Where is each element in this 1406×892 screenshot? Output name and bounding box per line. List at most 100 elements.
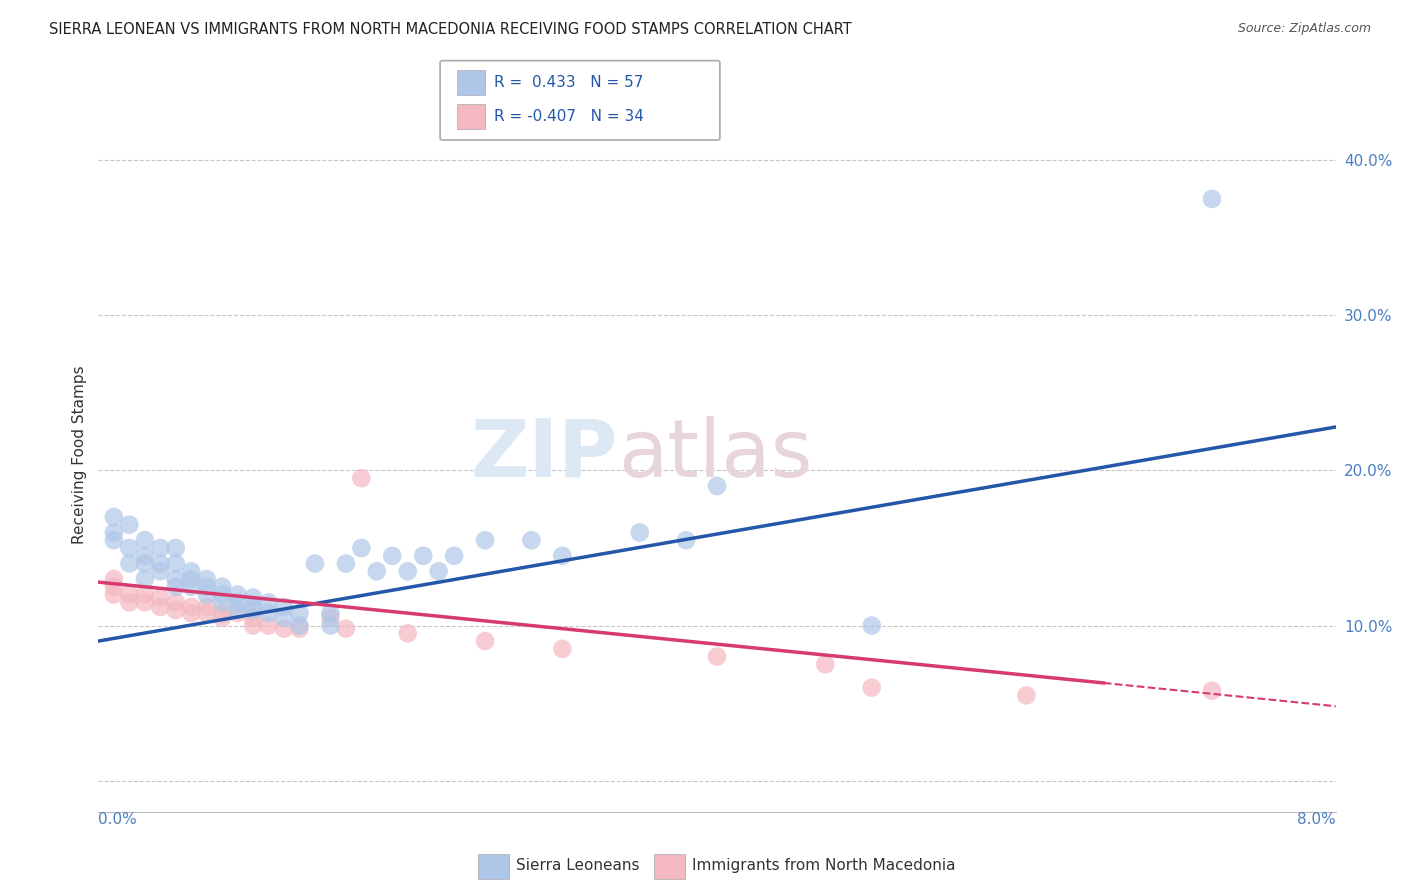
Point <box>520 533 543 548</box>
Point <box>103 510 125 524</box>
Point <box>628 525 651 540</box>
Text: Sierra Leoneans: Sierra Leoneans <box>516 858 640 872</box>
Point <box>226 595 249 609</box>
Point <box>288 618 311 632</box>
Point <box>412 549 434 563</box>
Point <box>366 564 388 578</box>
Point <box>149 564 172 578</box>
Point <box>211 588 233 602</box>
Point <box>381 549 404 563</box>
Point <box>118 541 141 555</box>
Point <box>1015 689 1038 703</box>
Point <box>180 564 202 578</box>
Point <box>860 618 883 632</box>
Point <box>211 580 233 594</box>
Point <box>149 557 172 571</box>
Point <box>288 622 311 636</box>
Point <box>149 599 172 614</box>
Point <box>396 626 419 640</box>
Point <box>134 588 156 602</box>
Point <box>103 572 125 586</box>
Point <box>257 618 280 632</box>
Point <box>675 533 697 548</box>
Point <box>134 557 156 571</box>
Text: Source: ZipAtlas.com: Source: ZipAtlas.com <box>1237 22 1371 36</box>
Point <box>242 591 264 605</box>
Point <box>1201 192 1223 206</box>
Point <box>165 557 187 571</box>
Point <box>226 603 249 617</box>
Point <box>319 606 342 620</box>
Text: atlas: atlas <box>619 416 813 494</box>
Point <box>396 564 419 578</box>
Point <box>211 595 233 609</box>
Point <box>273 611 295 625</box>
Point <box>103 588 125 602</box>
Point <box>304 557 326 571</box>
Point <box>195 606 218 620</box>
Point <box>165 572 187 586</box>
Point <box>474 634 496 648</box>
Text: Immigrants from North Macedonia: Immigrants from North Macedonia <box>692 858 955 872</box>
Point <box>427 564 450 578</box>
Point <box>134 549 156 563</box>
Point <box>242 603 264 617</box>
Point <box>195 588 218 602</box>
Point <box>103 525 125 540</box>
Point <box>149 541 172 555</box>
Point <box>211 611 233 625</box>
Point <box>118 595 141 609</box>
Point <box>335 557 357 571</box>
Point <box>257 595 280 609</box>
Point <box>1201 683 1223 698</box>
Point <box>211 606 233 620</box>
Point <box>706 649 728 664</box>
Point <box>103 580 125 594</box>
Point <box>242 618 264 632</box>
Point <box>273 599 295 614</box>
Point <box>706 479 728 493</box>
Point <box>118 517 141 532</box>
Text: R = -0.407   N = 34: R = -0.407 N = 34 <box>494 110 644 124</box>
Point <box>814 657 837 672</box>
Point <box>195 599 218 614</box>
Point <box>195 572 218 586</box>
Point <box>118 588 141 602</box>
Point <box>165 580 187 594</box>
Point <box>134 533 156 548</box>
Text: 8.0%: 8.0% <box>1296 812 1336 827</box>
Point <box>180 580 202 594</box>
Point <box>860 681 883 695</box>
Point <box>165 595 187 609</box>
Text: SIERRA LEONEAN VS IMMIGRANTS FROM NORTH MACEDONIA RECEIVING FOOD STAMPS CORRELAT: SIERRA LEONEAN VS IMMIGRANTS FROM NORTH … <box>49 22 852 37</box>
Point <box>319 611 342 625</box>
Point <box>474 533 496 548</box>
Text: R =  0.433   N = 57: R = 0.433 N = 57 <box>494 76 643 90</box>
Point <box>226 606 249 620</box>
Point <box>350 471 373 485</box>
Point <box>103 533 125 548</box>
Point <box>443 549 465 563</box>
Point <box>180 606 202 620</box>
Point <box>350 541 373 555</box>
Point <box>180 572 202 586</box>
Point <box>134 572 156 586</box>
Point <box>118 557 141 571</box>
Point <box>551 641 574 656</box>
Point <box>273 622 295 636</box>
Point <box>242 599 264 614</box>
Point <box>288 606 311 620</box>
Text: ZIP: ZIP <box>471 416 619 494</box>
Point <box>335 622 357 636</box>
Point <box>134 595 156 609</box>
Point <box>319 618 342 632</box>
Point <box>180 599 202 614</box>
Point <box>257 606 280 620</box>
Point <box>551 549 574 563</box>
Point <box>165 541 187 555</box>
Point <box>195 580 218 594</box>
Point <box>149 591 172 605</box>
Point <box>226 588 249 602</box>
Y-axis label: Receiving Food Stamps: Receiving Food Stamps <box>72 366 87 544</box>
Point <box>242 611 264 625</box>
